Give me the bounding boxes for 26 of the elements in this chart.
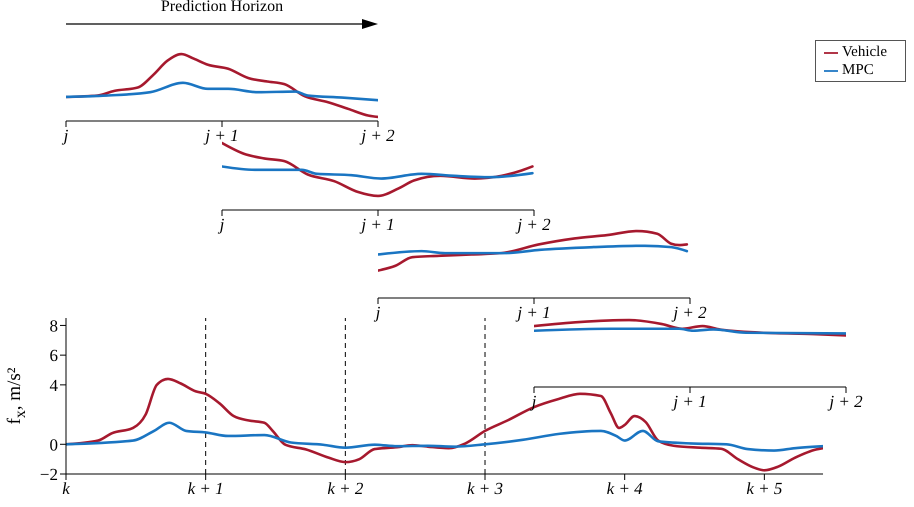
x-tick-label: k + 3 — [466, 479, 504, 498]
x-tick-label: j + 2 — [359, 126, 396, 146]
x-tick-label: k + 1 — [188, 479, 224, 498]
x-tick-label: k — [62, 479, 70, 498]
legend-label: MPC — [842, 62, 874, 78]
chart-title: Prediction Horizon — [160, 0, 284, 16]
x-tick-label: j + 2 — [515, 215, 552, 234]
x-tick-label: j — [218, 215, 225, 234]
x-tick-label: j + 1 — [515, 303, 551, 322]
legend-label: Vehicle — [842, 44, 887, 60]
x-tick-label: j + 2 — [827, 392, 864, 412]
y-tick-label: 0 — [50, 435, 58, 454]
x-tick-label: j + 1 — [359, 215, 395, 234]
y-tick-label: 6 — [50, 346, 58, 366]
x-tick-label: j + 2 — [671, 303, 708, 322]
y-tick-label: 4 — [50, 376, 58, 395]
x-tick-label: k + 2 — [327, 479, 364, 498]
x-tick-label: k + 5 — [746, 479, 782, 498]
x-tick-label: j + 1 — [671, 392, 707, 412]
x-tick-label: k + 4 — [606, 479, 644, 498]
y-tick-label: 8 — [50, 316, 58, 336]
line-series — [66, 421, 824, 452]
y-tick-label: −2 — [40, 465, 58, 484]
x-tick-label: j — [62, 126, 69, 146]
x-tick-label: j + 1 — [203, 126, 239, 146]
x-tick-label: j — [374, 303, 381, 322]
